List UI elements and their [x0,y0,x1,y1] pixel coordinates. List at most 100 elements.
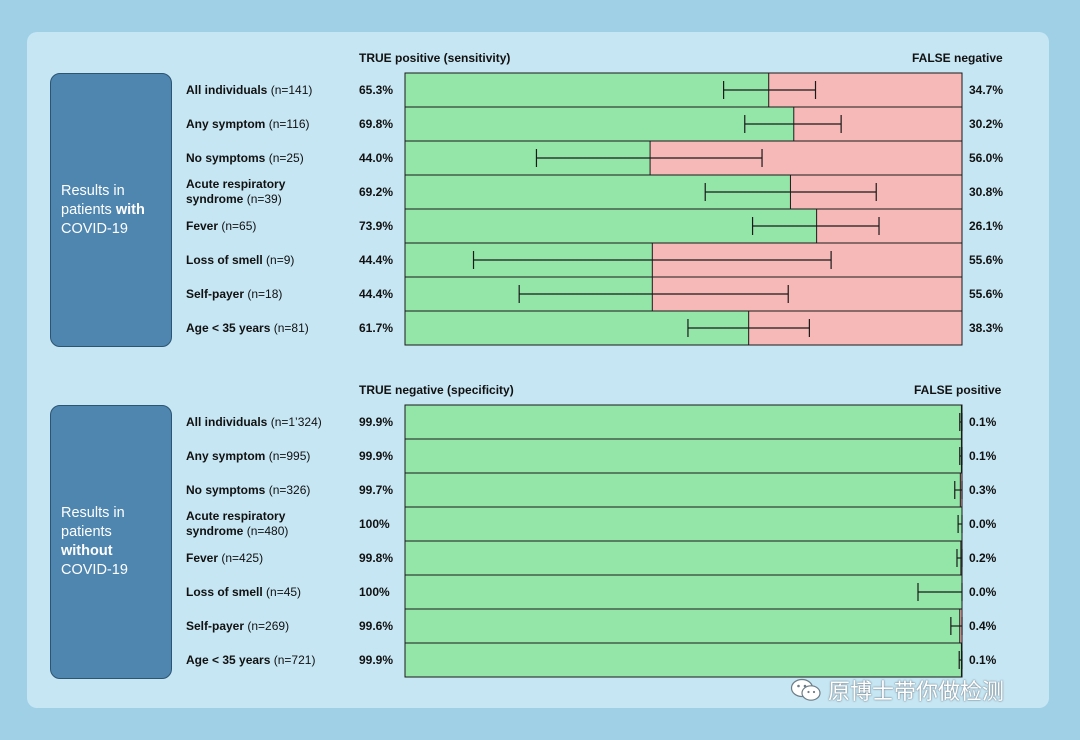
left-percent-label: 44.0% [359,151,394,165]
left-percent-label: 65.3% [359,83,394,97]
row-label-text: All individuals (n=1’324) [186,415,322,430]
row-name: Age < 35 years [186,652,271,667]
row-label-text: No symptoms (n=326) [186,483,310,498]
right-percent-label: 0.4% [969,619,997,633]
right-percent-label: 0.0% [969,585,997,599]
row-sample-size: (n=45) [266,584,302,599]
row-label: All individuals (n=1’324) [186,405,356,439]
right-percent-label: 0.0% [969,517,997,531]
left-percent-label: 99.9% [359,415,394,429]
group-label-emphasis: without [61,543,113,559]
row-sample-size: (n=269) [247,618,290,633]
row-label-text: Loss of smell (n=45) [186,585,301,600]
right-percent-label: 55.6% [969,253,1004,267]
bar-true-segment [405,473,961,507]
row-label-text: Age < 35 years (n=81) [186,321,309,336]
row-sample-size: (n=9) [266,252,295,267]
row-name: Age < 35 years [186,320,271,335]
row-sample-size: (n=141) [270,82,313,97]
row-name: All individuals [186,414,268,429]
bar-true-segment [405,73,769,107]
row-name: Self-payer [186,618,245,633]
left-percent-label: 69.8% [359,117,394,131]
row-label: Acute respiratory syndrome (n=480) [186,507,306,541]
right-percent-label: 0.3% [969,483,997,497]
right-percent-label: 30.2% [969,117,1004,131]
group-label-line: Results in [61,183,125,199]
left-percent-label: 99.8% [359,551,394,565]
row-label: Loss of smell (n=45) [186,575,356,609]
left-header-specificity: TRUE negative (specificity) [359,383,514,397]
right-percent-label: 56.0% [969,151,1004,165]
watermark-text: 原博士带你做检测 [828,679,1005,704]
right-percent-label: 0.1% [969,449,997,463]
row-label: Age < 35 years (n=81) [186,311,356,345]
right-percent-label: 0.1% [969,415,997,429]
row-label-text: Acute respiratory syndrome (n=480) [186,509,306,539]
group-box-without-covid: Results in patients without COVID-19 [50,405,172,679]
group-label-line: COVID-19 [61,221,128,237]
left-percent-label: 100% [359,585,390,599]
row-sample-size: (n=425) [221,550,264,565]
row-label-text: Acute respiratory syndrome (n=39) [186,177,306,207]
row-sample-size: (n=25) [268,150,304,165]
row-name: Acute respiratory syndrome [186,509,286,538]
left-percent-label: 99.7% [359,483,394,497]
row-label-text: Any symptom (n=116) [186,117,310,132]
row-sample-size: (n=1’324) [270,414,322,429]
bar-true-segment [405,405,962,439]
row-label: Fever (n=425) [186,541,356,575]
left-header-sensitivity: TRUE positive (sensitivity) [359,51,511,65]
row-label: Fever (n=65) [186,209,356,243]
row-label: Self-payer (n=269) [186,609,356,643]
row-name: All individuals [186,82,268,97]
row-label: No symptoms (n=25) [186,141,356,175]
bar-outline [404,310,963,346]
group-label-without-covid: Results in patients without COVID-19 [61,504,165,580]
row-sample-size: (n=39) [246,192,282,206]
row-sample-size: (n=65) [221,218,257,233]
row-label: Acute respiratory syndrome (n=39) [186,175,306,209]
left-percent-label: 100% [359,517,390,531]
left-percent-label: 44.4% [359,253,394,267]
row-label-text: Any symptom (n=995) [186,449,310,464]
row-sample-size: (n=81) [273,320,309,335]
group-label-with-covid: Results in patients with COVID-19 [61,182,165,239]
row-name: Loss of smell [186,252,263,267]
row-label-text: All individuals (n=141) [186,83,312,98]
group-label-line: patients [61,524,112,540]
row-sample-size: (n=116) [268,116,310,131]
row-name: Any symptom [186,448,266,463]
row-label: Any symptom (n=116) [186,107,356,141]
left-percent-label: 73.9% [359,219,394,233]
right-percent-label: 0.1% [969,653,997,667]
row-name: Acute respiratory syndrome [186,177,286,206]
row-label-text: Fever (n=425) [186,551,263,566]
group-box-with-covid: Results in patients with COVID-19 [50,73,172,347]
row-label-text: Self-payer (n=18) [186,287,282,302]
watermark: 原博士带你做检测 [790,674,1004,706]
bar-true-segment [405,643,962,677]
right-percent-label: 34.7% [969,83,1004,97]
right-percent-label: 38.3% [969,321,1004,335]
row-label-text: Fever (n=65) [186,219,256,234]
right-header-false-positive: FALSE positive [914,383,1002,397]
group-label-line: patients [61,202,116,218]
row-label: Age < 35 years (n=721) [186,643,356,677]
group-label-line: COVID-19 [61,562,128,578]
row-label-text: Age < 35 years (n=721) [186,653,315,668]
row-sample-size: (n=18) [247,286,283,301]
left-percent-label: 69.2% [359,185,394,199]
row-label: Loss of smell (n=9) [186,243,356,277]
bar-true-segment [405,439,962,473]
bar-true-segment [405,609,960,643]
row-label: All individuals (n=141) [186,73,356,107]
row-sample-size: (n=721) [273,652,316,667]
left-percent-label: 44.4% [359,287,394,301]
row-label-text: Self-payer (n=269) [186,619,289,634]
bar-true-segment [405,209,817,243]
right-percent-label: 26.1% [969,219,1004,233]
right-percent-label: 55.6% [969,287,1004,301]
row-name: Any symptom [186,116,266,131]
left-percent-label: 99.9% [359,653,394,667]
